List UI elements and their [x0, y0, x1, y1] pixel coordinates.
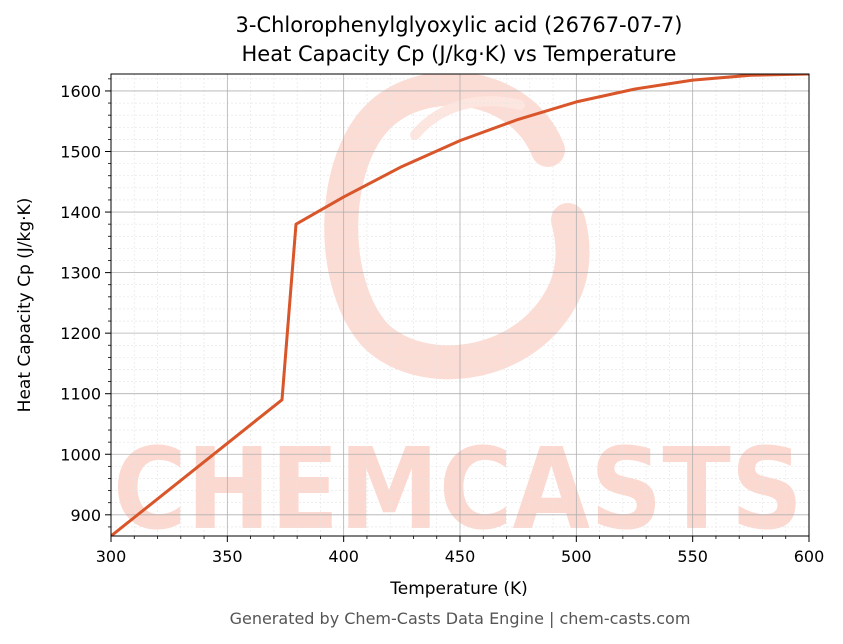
y-axis-label: Heat Capacity Cp (J/kg·K)	[15, 198, 35, 413]
x-tick-label: 450	[445, 547, 476, 566]
footer-credit: Generated by Chem-Casts Data Engine | ch…	[230, 609, 691, 628]
x-axis-label: Temperature (K)	[389, 579, 528, 599]
x-tick-label: 600	[794, 547, 825, 566]
y-tick-label: 1100	[60, 385, 101, 404]
x-tick-label: 350	[212, 547, 243, 566]
y-tick-label: 1300	[60, 264, 101, 283]
x-tick-label: 500	[561, 547, 592, 566]
y-tick-label: 1500	[60, 143, 101, 162]
x-tick-label: 400	[328, 547, 359, 566]
y-axis: 900 1000 1100 1200 1300 1400 1500 1600	[60, 78, 111, 528]
y-tick-label: 900	[70, 506, 101, 525]
y-tick-label: 1400	[60, 203, 101, 222]
y-tick-label: 1200	[60, 324, 101, 343]
series-line	[111, 74, 809, 536]
chart-subtitle: Heat Capacity Cp (J/kg·K) vs Temperature	[242, 42, 677, 66]
x-tick-label: 300	[96, 547, 127, 566]
x-axis: 300 350 400 450 500 550 600	[96, 536, 825, 566]
y-tick-label: 1000	[60, 445, 101, 464]
chart-title: 3-Chlorophenylglyoxylic acid (26767-07-7…	[236, 13, 683, 37]
y-tick-label: 1600	[60, 82, 101, 101]
x-tick-label: 550	[677, 547, 708, 566]
